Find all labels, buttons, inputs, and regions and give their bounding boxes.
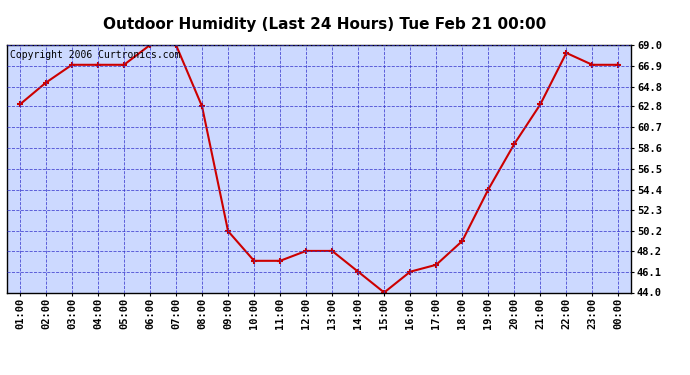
Text: Copyright 2006 Curtronics.com: Copyright 2006 Curtronics.com [10, 50, 180, 60]
Text: Outdoor Humidity (Last 24 Hours) Tue Feb 21 00:00: Outdoor Humidity (Last 24 Hours) Tue Feb… [103, 17, 546, 32]
